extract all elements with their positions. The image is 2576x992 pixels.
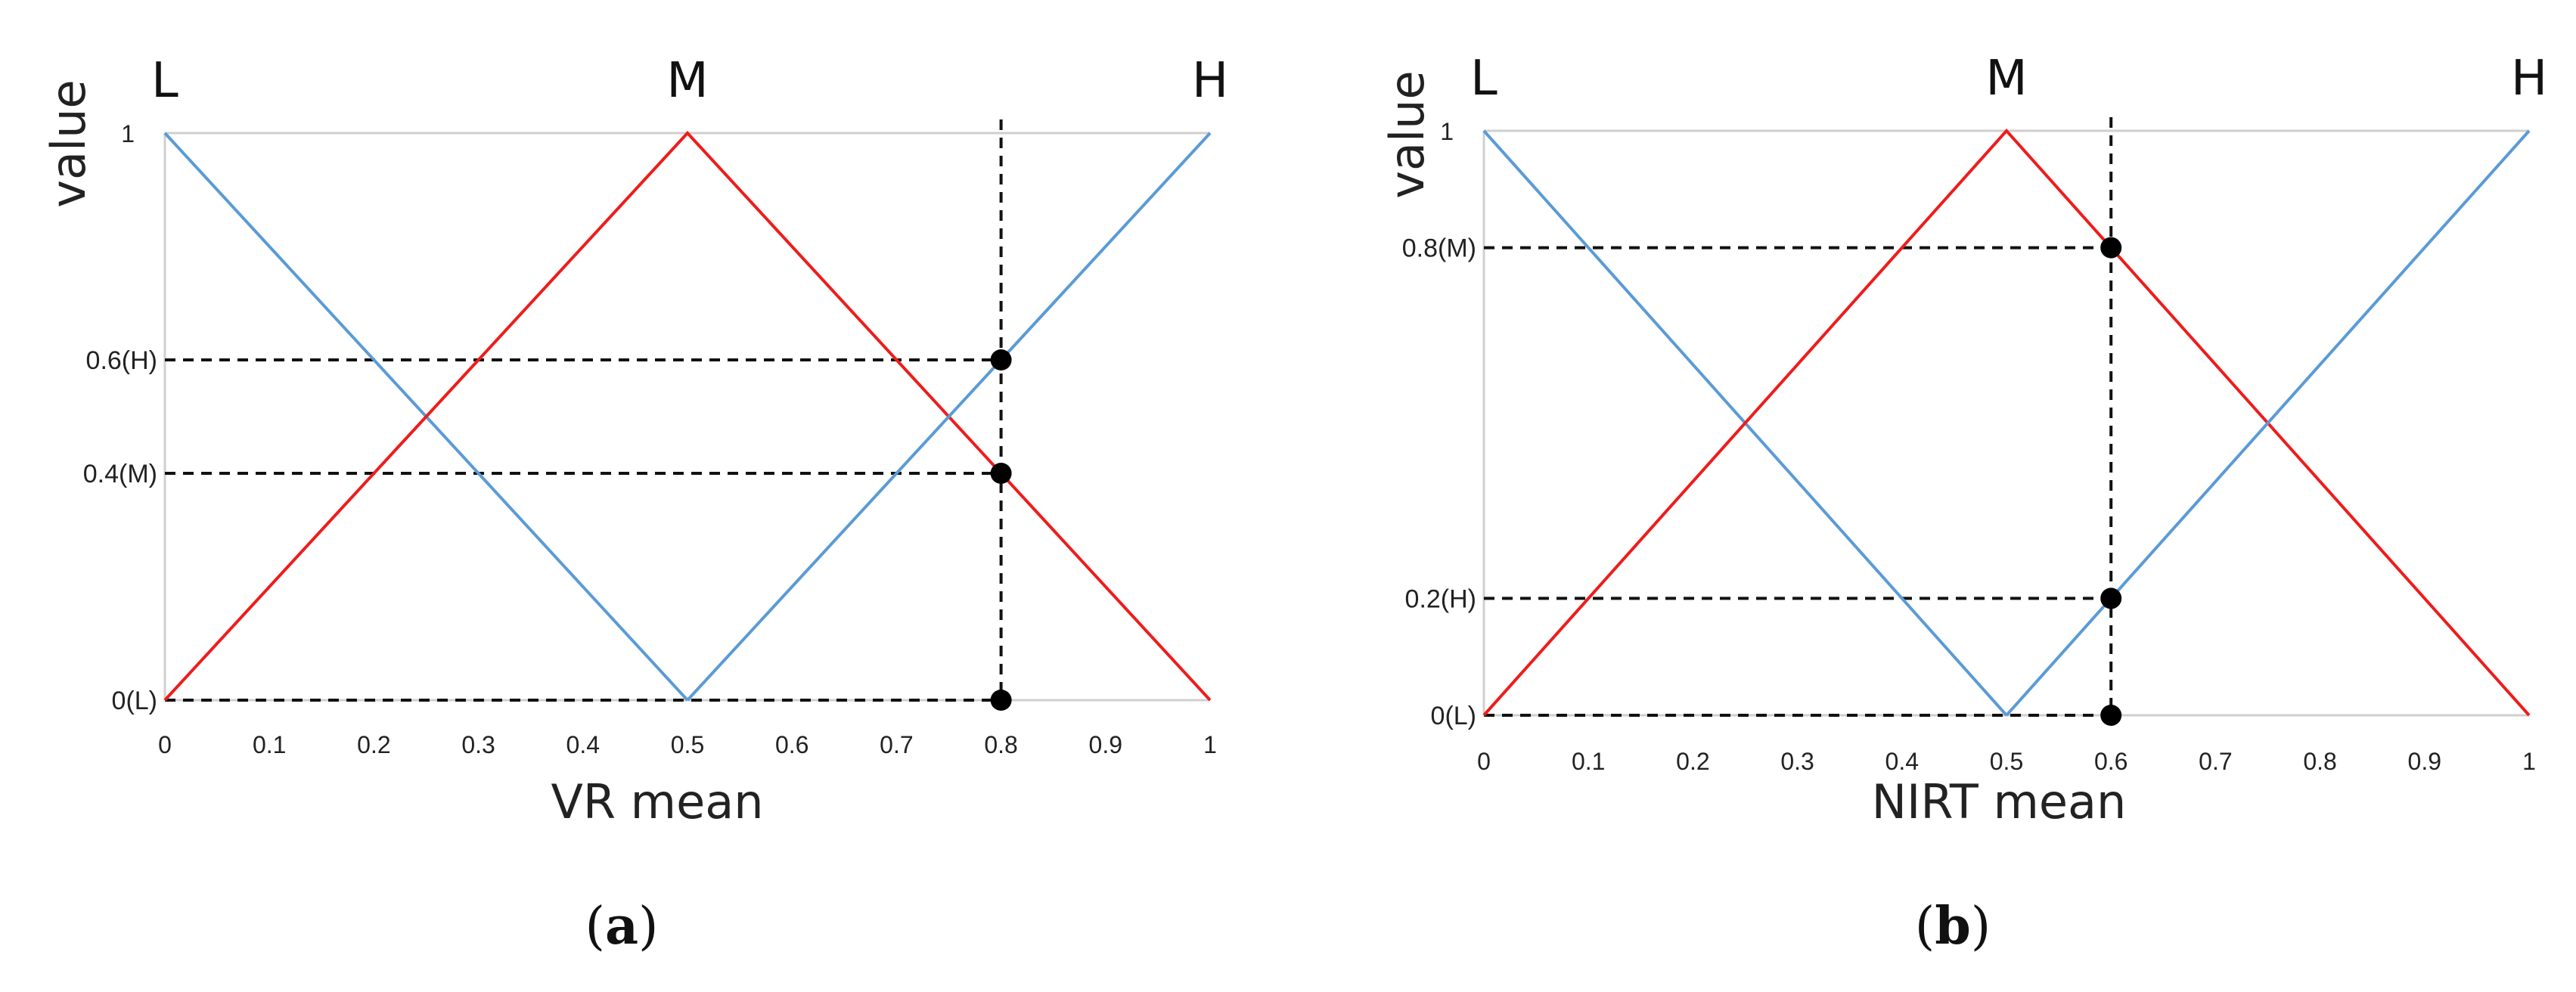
- x-tick-label: 0.3: [461, 731, 495, 758]
- chart-panel-b: 0 0.1 0.2 0.3 0.4 0.5 0.6 0.7 0.8 0.9 1 1 0.8(M) 0.2(…: [1380, 51, 2547, 956]
- x-tick-label: 0.9: [1089, 731, 1122, 758]
- x-tick-label: 0.7: [880, 731, 913, 758]
- x-tick-label: 0.8: [984, 731, 1017, 758]
- x-tick-label: 0.1: [253, 731, 286, 758]
- set-label-L: L: [151, 53, 178, 109]
- x-tick-label: 0: [1477, 748, 1491, 775]
- marker-point: [2100, 705, 2122, 726]
- chart-panel-a: 0 0.1 0.2 0.3 0.4 0.5 0.6 0.7 0.8 0.9 1 1 0.6(H) 0.4(…: [41, 53, 1228, 956]
- x-axis-title: VR mean: [551, 774, 763, 829]
- x-tick-label: 0.1: [1572, 748, 1605, 775]
- series-line-M: [1482, 128, 2531, 717]
- y-tick-label: 0.2(H): [1405, 584, 1476, 613]
- set-label-M: M: [1985, 51, 2027, 107]
- x-tick-label: 0.8: [2303, 748, 2336, 775]
- marker-point: [990, 690, 1012, 711]
- y-axis-title: value: [41, 79, 96, 207]
- y-tick-label: 0(L): [1431, 702, 1476, 730]
- series-line-M: [163, 131, 1212, 702]
- y-tick-label: 0.4(M): [83, 460, 157, 488]
- series-line-H: [2005, 129, 2531, 717]
- x-tick-label: 0.4: [1885, 748, 1919, 775]
- x-tick-label: 0.6: [2094, 748, 2128, 775]
- y-axis-title: value: [1380, 70, 1435, 198]
- x-tick-label: 1: [1203, 731, 1217, 758]
- x-tick-label: 0.2: [357, 731, 390, 758]
- panel-caption: (a): [585, 896, 658, 956]
- marker-point: [990, 463, 1012, 484]
- x-tick-label: 0.2: [1676, 748, 1709, 775]
- panel-caption: (b): [1915, 896, 1991, 956]
- y-tick-label: 1: [121, 120, 135, 147]
- x-axis-title: NIRT mean: [1872, 774, 2127, 829]
- y-tick-label: 1: [1440, 118, 1454, 145]
- x-tick-label: 0.5: [671, 731, 704, 758]
- set-label-H: H: [1192, 53, 1228, 109]
- y-tick-label: 0(L): [112, 687, 157, 715]
- y-tick-label: 0.6(H): [86, 346, 157, 375]
- x-tick-label: 0.4: [566, 731, 600, 758]
- marker-point: [990, 349, 1012, 370]
- marker-point: [2100, 237, 2122, 259]
- marker-point: [2100, 587, 2122, 609]
- x-tick-label: 0.3: [1780, 748, 1814, 775]
- set-label-L: L: [1470, 51, 1497, 107]
- x-tick-label: 1: [2522, 748, 2536, 775]
- set-label-H: H: [2511, 51, 2547, 107]
- set-label-M: M: [666, 53, 708, 109]
- x-tick-label: 0: [158, 731, 172, 758]
- series-line-H: [686, 132, 1212, 702]
- y-tick-label: 0.8(M): [1402, 234, 1476, 263]
- x-tick-label: 0.9: [2408, 748, 2441, 775]
- x-tick-label: 0.5: [1990, 748, 2023, 775]
- x-tick-label: 0.7: [2199, 748, 2232, 775]
- x-tick-label: 0.6: [775, 731, 808, 758]
